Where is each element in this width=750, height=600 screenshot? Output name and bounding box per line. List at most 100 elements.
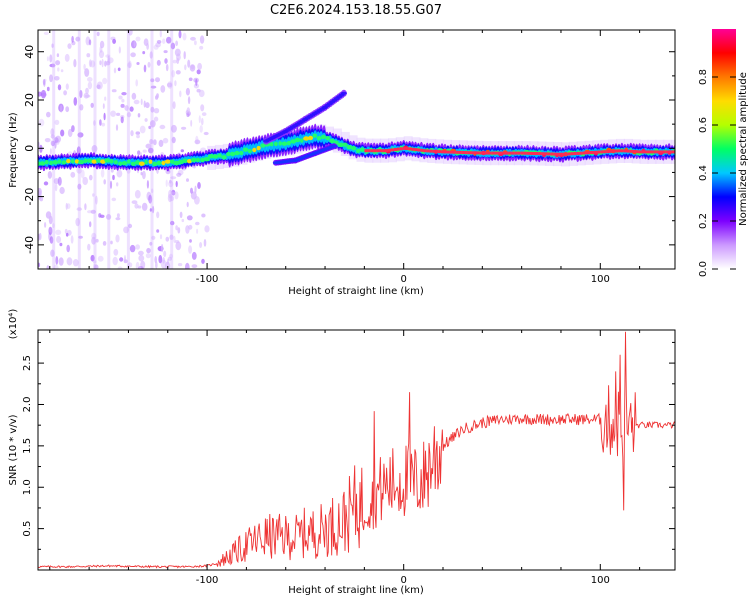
ridge-peak [152,161,158,167]
noise-blob [186,178,189,182]
noise-blob [152,205,155,214]
noise-blob [78,235,83,239]
ridge-core [600,150,604,154]
ridge-core [503,151,506,155]
ridge-peak [138,161,145,166]
ridge-peak [359,147,366,152]
ridge-peak [177,159,184,165]
noise-blob [134,189,141,199]
noise-blob [56,53,60,58]
ridge-peak [121,161,128,166]
noise-blob [46,265,50,269]
noise-blob [53,137,59,144]
noise-blob [48,215,53,225]
noise-blob [169,234,174,240]
noise-streak [77,30,81,269]
noise-blob [177,169,184,176]
ridge-core [538,152,542,156]
noise-blob [79,104,84,111]
noise-blob [99,60,102,66]
spectrogram-frame [37,29,676,270]
ridge-peak [57,159,62,164]
ridge-core [588,151,592,155]
ridge-peak [234,150,240,156]
ridge-core [618,149,621,153]
noise-blob [102,103,105,109]
noise-blob [92,260,97,264]
ridge-peak [95,158,102,163]
noise-blob [195,135,199,145]
noise-blob [153,116,159,122]
ridge-core [653,150,657,154]
noise-blob [124,255,126,264]
noise-blob [50,128,55,136]
noise-blob [48,226,53,236]
ridge-peak [100,159,106,164]
noise-blob [55,139,60,145]
noise-blob [170,124,177,133]
noise-blob [140,98,143,106]
ridge-core [500,151,503,155]
noise-blob [50,140,54,146]
ridge-peak [70,159,75,164]
ridge-core [458,150,462,154]
ridge-peak [109,159,114,164]
noise-blob [169,179,172,184]
noise-blob [42,78,46,86]
colorbar-gradient [712,29,736,269]
noise-blob [129,244,136,253]
noise-blob [165,236,170,242]
ridge-core [423,149,427,153]
noise-streak [150,30,154,269]
noise-blob [102,241,107,246]
ridge-core [529,151,533,155]
noise-blob [63,90,67,96]
noise-blob [149,51,153,59]
ridge-peak [321,134,326,140]
ridge-peak [118,161,123,166]
noise-blob [117,67,121,72]
noise-blob [129,106,134,112]
ridge-peak [342,142,348,147]
noise-blob [166,82,173,88]
noise-blob [145,253,151,259]
noise-blob [149,241,153,246]
ridge-peak [61,160,67,165]
noise-blob [160,85,166,93]
noise-blob [79,90,83,98]
ridge-core [671,150,675,154]
noise-blob [151,188,154,194]
noise-blob [165,179,168,187]
noise-blob [119,257,124,262]
noise-blob [39,144,43,153]
noise-blob [59,242,63,247]
noise-blob [113,67,117,74]
noise-blob [168,189,173,199]
ridge-peak [52,160,59,165]
noise-blob [146,247,151,254]
noise-blob [195,221,200,226]
noise-blob [112,256,118,266]
ridge-core [550,152,554,156]
ridge-core [541,152,545,156]
ridge-peak [329,138,335,144]
noise-blob [149,208,153,212]
noise-blob [148,147,154,154]
ridge-core [668,150,672,154]
ridge-core [562,152,565,156]
ridge-peak [281,141,288,146]
ridge-peak [278,141,282,146]
noise-blob [82,176,88,186]
noise-blob [116,112,121,116]
noise-blob [133,99,140,105]
noise-blob [71,125,75,133]
noise-blob [58,257,64,266]
snr-multiplier: (x10⁴) [8,309,19,340]
noise-blob [204,225,210,233]
noise-blob [120,116,124,124]
noise-blob [154,256,157,264]
noise-blob [87,210,93,214]
noise-blob [183,51,186,60]
noise-blob [196,69,201,75]
noise-blob [193,83,199,89]
